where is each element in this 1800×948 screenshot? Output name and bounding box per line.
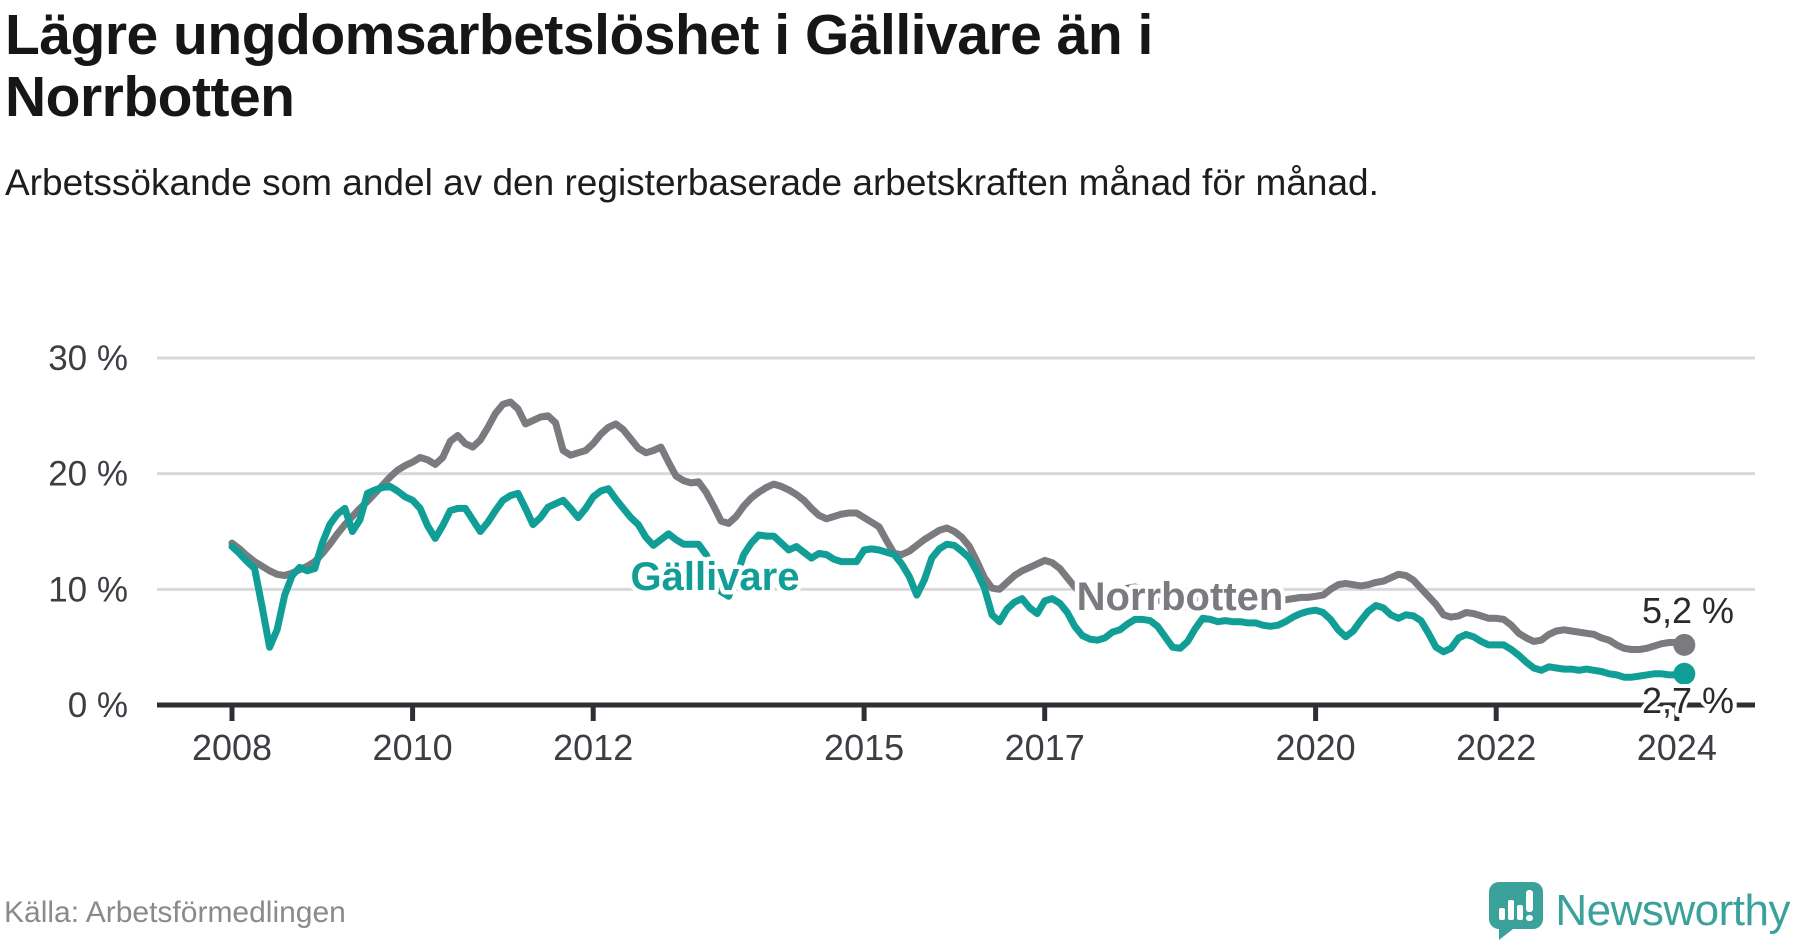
- title-line2: Norrbotten: [5, 65, 295, 129]
- x-tick-label-2008: 2008: [192, 727, 272, 768]
- y-tick-label-30: 30 %: [48, 339, 128, 378]
- x-tick-label-2012: 2012: [553, 727, 633, 768]
- x-axis: 2008 2010 2012 2015 2017 2020 2022 2024: [157, 702, 1755, 768]
- x-tick-label-2015: 2015: [824, 727, 904, 768]
- y-tick-label-0: 0 %: [68, 686, 128, 725]
- x-tick-label-2020: 2020: [1276, 727, 1356, 768]
- y-tick-label-20: 20 %: [48, 455, 128, 494]
- series-label-gällivare: Gällivare: [630, 555, 799, 599]
- end-value-label-norrbotten: 5,2 %: [1642, 590, 1734, 631]
- x-tick-label-2024: 2024: [1637, 727, 1717, 768]
- x-tick-label-2022: 2022: [1456, 727, 1536, 768]
- chart-subtitle: Arbetssökande som andel av den registerb…: [5, 162, 1379, 203]
- series-end-dot-norrbotten: [1673, 633, 1696, 656]
- gridlines: [157, 356, 1755, 591]
- y-tick-label-10: 10 %: [48, 570, 128, 609]
- series-label-norrbotten: Norrbotten: [1077, 575, 1284, 619]
- page-title: Lägre ungdomsarbetslöshet i Gällivare än…: [5, 4, 1790, 128]
- x-tick-label-2017: 2017: [1005, 727, 1085, 768]
- newsworthy-logo-icon: [1489, 882, 1544, 940]
- series-line-gällivare: [228, 482, 1688, 681]
- newsworthy-logo: Newsworthy: [1489, 882, 1790, 940]
- end-value-label-gällivare: 2,7 %: [1642, 680, 1734, 721]
- title-line1: Lägre ungdomsarbetslöshet i Gällivare än…: [5, 3, 1153, 67]
- series-line-norrbotten: [228, 398, 1688, 653]
- newsworthy-logo-text: Newsworthy: [1555, 886, 1790, 935]
- x-tick-label-2010: 2010: [373, 727, 453, 768]
- series-end-dot-gällivare: [1673, 662, 1696, 685]
- chart-header: Lägre ungdomsarbetslöshet i Gällivare än…: [5, 4, 1790, 211]
- series-lines: [228, 398, 1696, 685]
- source-note: Källa: Arbetsförmedlingen: [4, 896, 346, 929]
- chart-labels: 0 % 10 % 20 % 30 % Norrbotten 5,2 % Gällivare 2…: [48, 339, 1738, 725]
